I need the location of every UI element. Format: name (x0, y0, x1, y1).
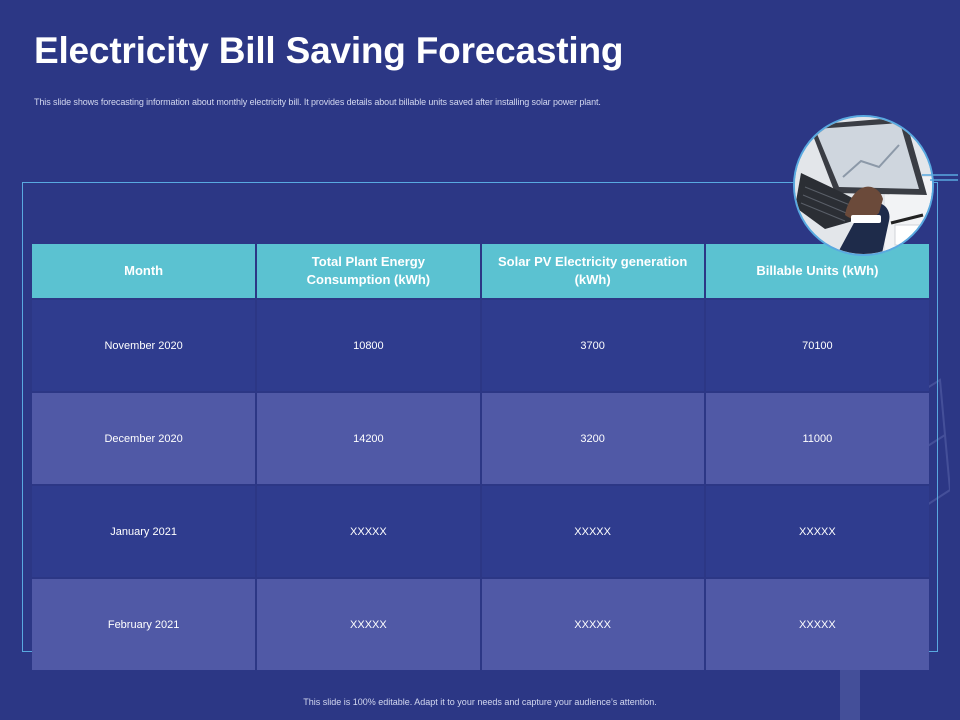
cell-solar-generation: XXXXX (480, 484, 706, 578)
table-row: February 2021 XXXXX XXXXX XXXXX (32, 577, 929, 670)
cell-total-consumption: XXXXX (256, 577, 482, 670)
forecast-table: Month Total Plant Energy Consumption (kW… (32, 244, 929, 670)
table-row: December 2020 14200 3200 11000 (32, 391, 929, 485)
cell-billable-units: XXXXX (704, 484, 929, 578)
cell-month: February 2021 (32, 577, 258, 670)
laptop-user-illustration (795, 117, 932, 254)
slide-title: Electricity Bill Saving Forecasting (34, 30, 624, 71)
connector-lines (922, 174, 958, 181)
header-month: Month (32, 244, 258, 299)
cell-total-consumption: XXXXX (256, 484, 482, 578)
cell-solar-generation: 3700 (480, 298, 706, 392)
cell-solar-generation: XXXXX (480, 577, 706, 670)
cell-total-consumption: 10800 (256, 298, 482, 392)
slide-subtitle: This slide shows forecasting information… (34, 97, 601, 107)
header-total-consumption: Total Plant Energy Consumption (kWh) (256, 244, 482, 299)
table-header-row: Month Total Plant Energy Consumption (kW… (32, 244, 929, 299)
table-row: January 2021 XXXXX XXXXX XXXXX (32, 484, 929, 578)
laptop-photo (793, 115, 934, 256)
slide-footer: This slide is 100% editable. Adapt it to… (303, 697, 657, 707)
cell-total-consumption: 14200 (256, 391, 482, 485)
table-row: November 2020 10800 3700 70100 (32, 298, 929, 392)
header-billable-units: Billable Units (kWh) (704, 244, 929, 299)
cell-billable-units: 11000 (704, 391, 929, 485)
cell-month: November 2020 (32, 298, 258, 392)
cell-month: January 2021 (32, 484, 258, 578)
cell-billable-units: 70100 (704, 298, 929, 392)
header-solar-generation: Solar PV Electricity generation (kWh) (480, 244, 706, 299)
cell-billable-units: XXXXX (704, 577, 929, 670)
cell-solar-generation: 3200 (480, 391, 706, 485)
cell-month: December 2020 (32, 391, 258, 485)
